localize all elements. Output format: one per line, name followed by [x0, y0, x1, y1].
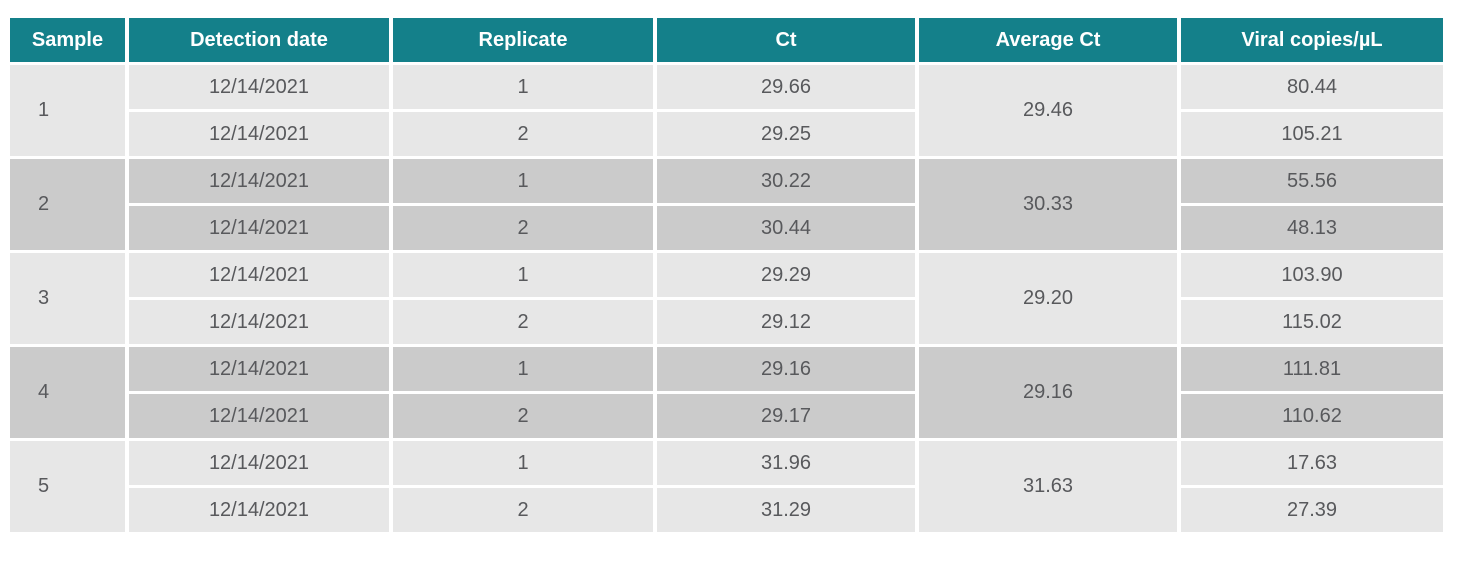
column-header-viral-copies: Viral copies/µL — [1181, 18, 1443, 62]
date-cell: 12/14/2021 — [129, 159, 389, 203]
ct-cell: 29.17 — [657, 394, 915, 438]
average-ct-cell: 29.16 — [919, 347, 1177, 438]
date-cell: 12/14/2021 — [129, 300, 389, 344]
average-ct-cell: 29.46 — [919, 65, 1177, 156]
table-row: 2 12/14/2021 1 30.22 30.33 55.56 — [10, 159, 1443, 250]
ct-cell: 29.25 — [657, 112, 915, 156]
ct-cell: 30.44 — [657, 206, 915, 250]
ct-cell: 29.66 — [657, 65, 915, 109]
viral-copies-cell: 80.44 — [1181, 65, 1443, 109]
table-row: 4 12/14/2021 1 29.16 29.16 111.81 — [10, 347, 1443, 438]
replicate-cell: 2 — [393, 394, 653, 438]
date-cell: 12/14/2021 — [129, 347, 389, 391]
replicate-cell: 1 — [393, 65, 653, 109]
sample-cell: 3 — [10, 253, 125, 344]
ct-cell: 29.16 — [657, 347, 915, 391]
date-cell: 12/14/2021 — [129, 441, 389, 485]
replicate-cell: 1 — [393, 441, 653, 485]
header-row: Sample Detection date Replicate Ct Avera… — [10, 18, 1443, 62]
viral-copies-cell: 17.63 — [1181, 441, 1443, 485]
replicate-cell: 1 — [393, 347, 653, 391]
date-cell: 12/14/2021 — [129, 394, 389, 438]
sample-cell: 1 — [10, 65, 125, 156]
average-ct-cell: 31.63 — [919, 441, 1177, 532]
column-header-ct: Ct — [657, 18, 915, 62]
ct-cell: 31.29 — [657, 488, 915, 532]
column-header-average-ct: Average Ct — [919, 18, 1177, 62]
viral-copies-cell: 105.21 — [1181, 112, 1443, 156]
replicate-cell: 2 — [393, 300, 653, 344]
date-cell: 12/14/2021 — [129, 206, 389, 250]
viral-copies-cell: 55.56 — [1181, 159, 1443, 203]
column-header-sample: Sample — [10, 18, 125, 62]
ct-cell: 29.12 — [657, 300, 915, 344]
viral-copies-cell: 103.90 — [1181, 253, 1443, 297]
column-header-detection-date: Detection date — [129, 18, 389, 62]
qpcr-results-table: Sample Detection date Replicate Ct Avera… — [6, 15, 1447, 535]
sample-cell: 5 — [10, 441, 125, 532]
ct-cell: 30.22 — [657, 159, 915, 203]
replicate-cell: 2 — [393, 206, 653, 250]
ct-cell: 31.96 — [657, 441, 915, 485]
replicate-cell: 1 — [393, 253, 653, 297]
date-cell: 12/14/2021 — [129, 253, 389, 297]
date-cell: 12/14/2021 — [129, 488, 389, 532]
replicate-cell: 1 — [393, 159, 653, 203]
table-row: 12/14/2021 2 29.17 110.62 — [10, 394, 1443, 438]
table-row: 12/14/2021 2 29.12 115.02 — [10, 300, 1443, 344]
replicate-cell: 2 — [393, 488, 653, 532]
table-row: 5 12/14/2021 1 31.96 31.63 17.63 — [10, 441, 1443, 532]
viral-copies-cell: 27.39 — [1181, 488, 1443, 532]
table-row: 1 12/14/2021 1 29.66 29.46 80.44 — [10, 65, 1443, 156]
table-row: 3 12/14/2021 1 29.29 29.20 103.90 — [10, 253, 1443, 344]
table-row: 12/14/2021 2 29.25 105.21 — [10, 112, 1443, 156]
average-ct-cell: 29.20 — [919, 253, 1177, 344]
viral-copies-cell: 111.81 — [1181, 347, 1443, 391]
replicate-cell: 2 — [393, 112, 653, 156]
viral-copies-cell: 115.02 — [1181, 300, 1443, 344]
viral-copies-cell: 48.13 — [1181, 206, 1443, 250]
date-cell: 12/14/2021 — [129, 65, 389, 109]
sample-cell: 4 — [10, 347, 125, 438]
average-ct-cell: 30.33 — [919, 159, 1177, 250]
ct-cell: 29.29 — [657, 253, 915, 297]
date-cell: 12/14/2021 — [129, 112, 389, 156]
table-row: 12/14/2021 2 30.44 48.13 — [10, 206, 1443, 250]
sample-cell: 2 — [10, 159, 125, 250]
column-header-replicate: Replicate — [393, 18, 653, 62]
viral-copies-cell: 110.62 — [1181, 394, 1443, 438]
table-row: 12/14/2021 2 31.29 27.39 — [10, 488, 1443, 532]
